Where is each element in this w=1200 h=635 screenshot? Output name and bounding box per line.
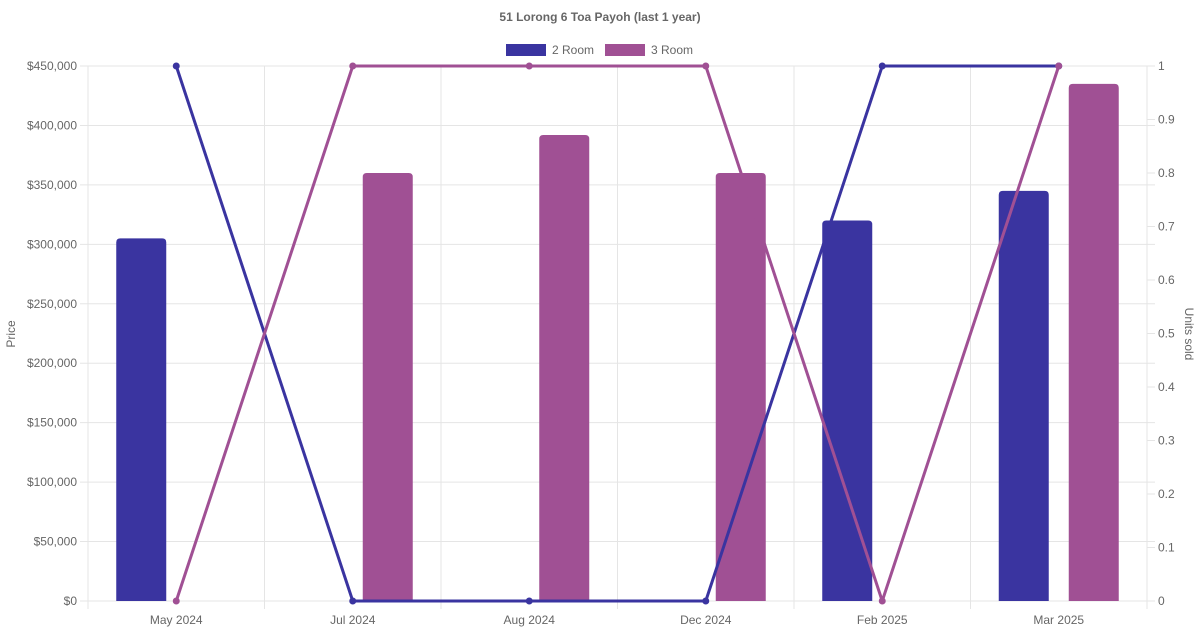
y-right-tick-label: 0.1 <box>1158 541 1175 555</box>
legend-label-2-room: 2 Room <box>552 43 594 57</box>
x-axis-ticks: May 2024 Jul 2024 Aug 2024 Dec 2024 Feb 2025… <box>150 613 1085 627</box>
x-tick-label: Jul 2024 <box>330 613 376 627</box>
legend-item-2-room[interactable]: 2 Room <box>506 43 594 57</box>
y-right-tick-label: 1 <box>1158 59 1165 73</box>
units-point-2-room-aug-2024[interactable] <box>525 597 533 605</box>
y-left-tick-label: $300,000 <box>27 237 77 251</box>
bar-2-room-feb-2025[interactable] <box>822 220 873 602</box>
bars <box>116 83 1119 602</box>
units-point-3-room-dec-2024[interactable] <box>702 62 710 70</box>
units-line-3-room <box>174 64 1061 603</box>
bar-3-room-aug-2024[interactable] <box>539 134 590 601</box>
units-point-3-room-mar-2025[interactable] <box>1055 62 1063 70</box>
y-left-tick-label: $250,000 <box>27 297 77 311</box>
y-right-tick-label: 0.2 <box>1158 487 1175 501</box>
y-right-tick-label: 0.6 <box>1158 273 1175 287</box>
x-tick-label: Aug 2024 <box>504 613 556 627</box>
y-right-tick-label: 0.8 <box>1158 166 1175 180</box>
units-lines <box>172 62 1063 605</box>
y-left-tick-label: $400,000 <box>27 118 77 132</box>
bar-3-room-mar-2025[interactable] <box>1068 83 1119 602</box>
units-line-2-room <box>174 64 1059 603</box>
units-point-2-room-jul-2024[interactable] <box>349 597 357 605</box>
legend-label-3-room: 3 Room <box>651 43 693 57</box>
bar-2-room-mar-2025[interactable] <box>998 190 1049 602</box>
y-left-tick-label: $50,000 <box>34 535 78 549</box>
x-tick-label: Mar 2025 <box>1033 613 1084 627</box>
y-right-tick-label: 0.7 <box>1158 220 1175 234</box>
y-left-tick-label: $350,000 <box>27 178 77 192</box>
x-tick-label: Dec 2024 <box>680 613 732 627</box>
y-right-tick-label: 0.4 <box>1158 380 1175 394</box>
x-tick-label: Feb 2025 <box>857 613 908 627</box>
grid-lines <box>80 65 1155 609</box>
y-axis-left-title: Price <box>4 320 18 348</box>
units-point-2-room-feb-2025[interactable] <box>878 62 886 70</box>
bar-3-room-dec-2024[interactable] <box>715 173 766 601</box>
y-left-tick-label: $0 <box>64 594 78 608</box>
y-left-tick-label: $100,000 <box>27 475 77 489</box>
y-left-tick-label: $450,000 <box>27 59 77 73</box>
units-point-3-room-aug-2024[interactable] <box>525 62 533 70</box>
units-point-2-room-may-2024[interactable] <box>172 62 180 70</box>
y-left-tick-label: $150,000 <box>27 416 77 430</box>
y-right-tick-label: 0.9 <box>1158 113 1175 127</box>
units-point-3-room-feb-2025[interactable] <box>878 597 886 605</box>
legend-swatch-3-room <box>605 44 645 56</box>
legend-swatch-2-room <box>506 44 546 56</box>
units-point-2-room-dec-2024[interactable] <box>702 597 710 605</box>
y-axis-right-title: Units sold <box>1182 308 1196 361</box>
legend-item-3-room[interactable]: 3 Room <box>605 43 693 57</box>
y-axis-left-ticks: $0 $50,000 $100,000 $150,000 $200,000 $250,00… <box>27 59 77 608</box>
y-right-tick-label: 0.5 <box>1158 327 1175 341</box>
y-right-tick-label: 0 <box>1158 594 1165 608</box>
legend: 2 Room 3 Room <box>506 43 693 57</box>
y-axis-right-ticks: 0 0.1 0.2 0.3 0.4 0.5 0.6 0.7 0.8 0.9 1 <box>1147 59 1175 608</box>
units-point-3-room-jul-2024[interactable] <box>349 62 357 70</box>
y-left-tick-label: $200,000 <box>27 356 77 370</box>
bar-3-room-jul-2024[interactable] <box>362 173 413 601</box>
bar-2-room-may-2024[interactable] <box>116 238 167 601</box>
y-right-tick-label: 0.3 <box>1158 434 1175 448</box>
chart-title: 51 Lorong 6 Toa Payoh (last 1 year) <box>499 10 700 24</box>
x-tick-label: May 2024 <box>150 613 203 627</box>
units-point-3-room-may-2024[interactable] <box>172 597 180 605</box>
